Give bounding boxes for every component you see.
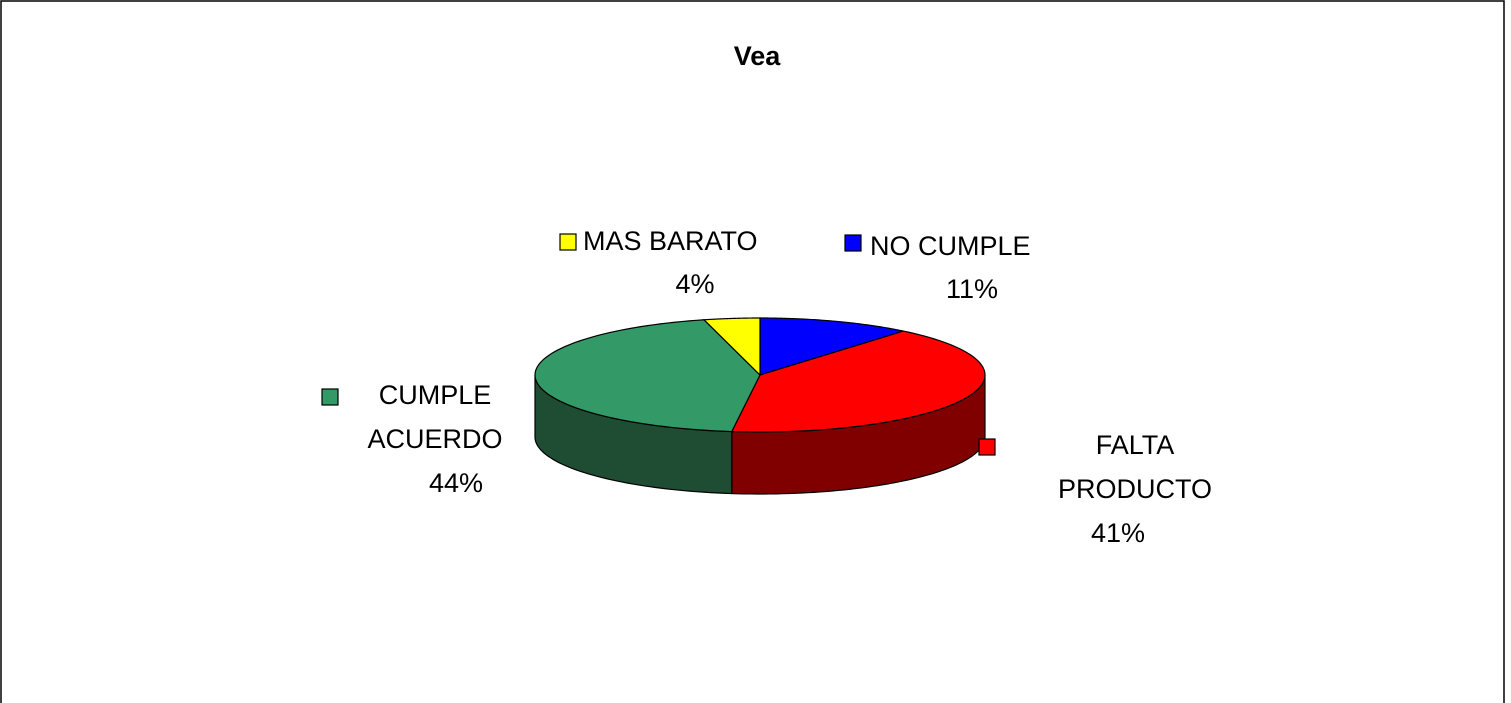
label-line: ACUERDO — [367, 424, 502, 454]
pie-slice — [702, 317, 761, 377]
label-line: PRODUCTO — [1058, 474, 1212, 504]
legend-key — [844, 234, 862, 252]
legend-key — [559, 233, 577, 251]
data-label-category: MAS BARATO — [583, 226, 758, 256]
data-label-category: NO CUMPLE — [870, 231, 1031, 261]
pie-slice — [730, 330, 986, 433]
label-line: CUMPLE — [379, 380, 492, 410]
label-line: FALTA — [1096, 430, 1175, 460]
chart-title: Vea — [734, 41, 782, 71]
data-label-value: 44% — [429, 468, 483, 498]
pie-slice — [534, 319, 761, 433]
data-label-category: FALTA PRODUCTO — [1058, 430, 1212, 504]
pie-slice — [759, 317, 904, 376]
data-label-value: 11% — [946, 274, 998, 304]
legend-key — [978, 438, 996, 456]
legend-key — [321, 388, 339, 406]
data-label-category: CUMPLE ACUERDO — [367, 380, 502, 454]
data-label-value: 41% — [1091, 518, 1145, 548]
data-label-value: 4% — [675, 269, 714, 299]
